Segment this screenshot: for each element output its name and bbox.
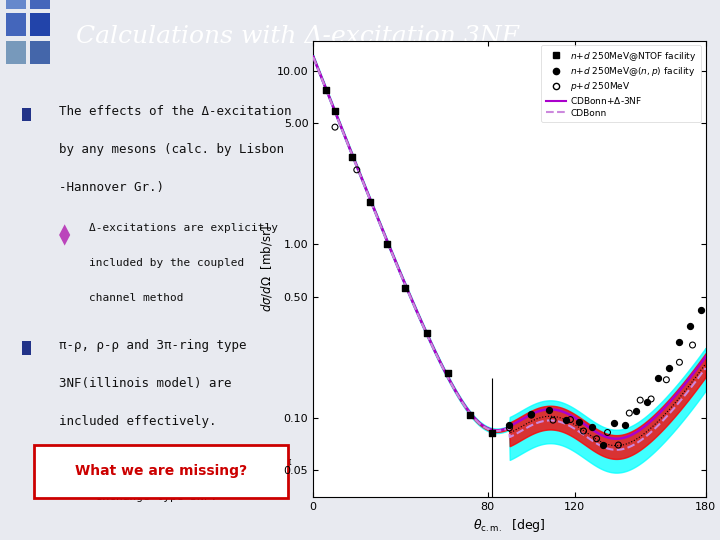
Text: No large superiority to the 2π: No large superiority to the 2π [89, 457, 292, 467]
Point [674, 338, 685, 347]
Legend: $n$+$d$ 250MeV@NTOF facility, $n$+$d$ 250MeV@$(n,p)$ facility, $p$+$d$ 250MeV, C: $n$+$d$ 250MeV@NTOF facility, $n$+$d$ 25… [541, 45, 701, 122]
Point [661, 375, 672, 384]
Point [619, 421, 631, 429]
Text: -exchange type 3NF.: -exchange type 3NF. [89, 491, 217, 502]
Point [543, 406, 554, 415]
Point [526, 411, 537, 420]
FancyBboxPatch shape [22, 341, 31, 355]
FancyBboxPatch shape [30, 13, 50, 36]
Point [587, 423, 598, 431]
Point [613, 441, 624, 449]
Point [685, 321, 696, 330]
Text: included effectively.: included effectively. [58, 415, 216, 428]
Text: Δ-excitations are explicitly: Δ-excitations are explicitly [89, 224, 278, 233]
Text: by any mesons (calc. by Lisbon: by any mesons (calc. by Lisbon [58, 143, 284, 156]
Y-axis label: $d\sigma/d\Omega$  [mb/sr]: $d\sigma/d\Omega$ [mb/sr] [259, 225, 274, 312]
Point [641, 397, 652, 406]
Point [560, 416, 572, 424]
Point [526, 409, 537, 418]
Point [696, 305, 707, 314]
FancyBboxPatch shape [6, 41, 26, 64]
FancyBboxPatch shape [30, 0, 50, 9]
Text: included by the coupled: included by the coupled [89, 258, 244, 268]
FancyBboxPatch shape [6, 0, 26, 9]
Point [608, 419, 620, 428]
Point [382, 239, 393, 248]
Point [320, 86, 332, 94]
Point [399, 283, 410, 292]
Point [602, 428, 613, 437]
FancyBboxPatch shape [22, 107, 31, 121]
Point [351, 166, 363, 174]
Text: What we are missing?: What we are missing? [76, 464, 248, 478]
Point [347, 152, 359, 161]
Point [591, 435, 603, 443]
Text: -Hannover Gr.): -Hannover Gr.) [58, 181, 163, 194]
Point [598, 441, 609, 450]
FancyBboxPatch shape [6, 13, 26, 36]
Point [329, 123, 341, 131]
Point [624, 409, 635, 417]
Text: channel method: channel method [89, 293, 184, 302]
Point [364, 198, 376, 207]
FancyBboxPatch shape [35, 444, 289, 498]
Text: Calculations with Δ‑excitation 3NF: Calculations with Δ‑excitation 3NF [76, 25, 518, 48]
Text: π-ρ, ρ-ρ and 3π-ring type: π-ρ, ρ-ρ and 3π-ring type [58, 339, 246, 352]
Point [652, 374, 663, 382]
Point [504, 423, 516, 432]
Point [420, 329, 432, 338]
Point [687, 341, 698, 349]
Point [486, 428, 498, 437]
Polygon shape [59, 458, 71, 479]
Point [564, 415, 576, 424]
X-axis label: $\theta_{\rm c.m.}$  [deg]: $\theta_{\rm c.m.}$ [deg] [473, 517, 546, 534]
Point [630, 407, 642, 416]
Point [634, 396, 646, 404]
Point [674, 358, 685, 367]
Point [547, 416, 559, 424]
Point [577, 427, 589, 435]
Text: 3NF(illinois model) are: 3NF(illinois model) are [58, 377, 231, 390]
Polygon shape [59, 224, 71, 246]
Point [645, 395, 657, 403]
Point [573, 418, 585, 427]
FancyBboxPatch shape [30, 41, 50, 64]
Point [443, 369, 454, 377]
Point [464, 411, 476, 420]
Point [663, 364, 675, 373]
Point [329, 106, 341, 115]
Point [504, 420, 516, 429]
Text: The effects of the Δ-excitation: The effects of the Δ-excitation [58, 105, 291, 118]
